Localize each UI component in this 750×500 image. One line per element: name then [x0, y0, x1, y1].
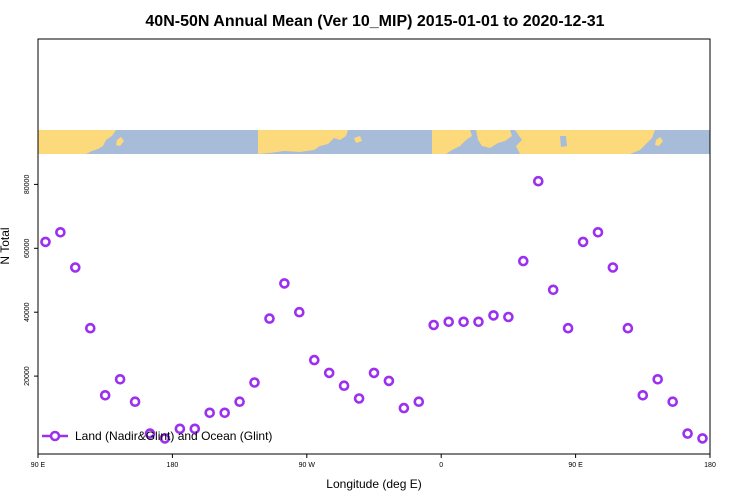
chart-title: 40N-50N Annual Mean (Ver 10_MIP) 2015-01…: [145, 13, 604, 30]
data-point: [667, 396, 679, 408]
data-point: [279, 278, 290, 289]
data-point: [622, 322, 634, 334]
x-tick-label: 0: [439, 462, 443, 469]
data-point: [293, 306, 305, 318]
data-point: [458, 316, 469, 328]
data-point: [547, 284, 559, 296]
map-band-land-central-asia: [515, 130, 655, 154]
x-tick-label: 180: [704, 462, 716, 469]
data-point: [473, 316, 484, 328]
data-point: [697, 433, 708, 444]
data-point: [323, 367, 335, 379]
map-band-land-japan-right: [655, 137, 663, 146]
x-tick-label: 90 E: [31, 462, 46, 469]
data-point: [413, 396, 425, 408]
data-point: [443, 316, 455, 328]
data-point: [159, 433, 171, 444]
data-point: [577, 236, 589, 248]
data-point: [637, 389, 649, 401]
map-band-land-newfoundland: [354, 136, 362, 143]
map-band-land-north-america: [258, 130, 348, 154]
series-points: [40, 175, 708, 444]
y-axis-label: N Total: [0, 227, 12, 264]
data-point: [562, 322, 574, 334]
legend: Land (Nadir&Glint) and Ocean (Glint): [42, 429, 272, 443]
data-point: [174, 423, 186, 435]
data-point: [682, 428, 693, 439]
data-point: [219, 407, 230, 419]
data-point: [532, 175, 544, 187]
x-axis-label: Longitude (deg E): [326, 477, 421, 491]
data-point: [249, 377, 260, 388]
plot-frame: [37, 38, 711, 455]
data-point: [353, 393, 365, 404]
data-point: [308, 354, 320, 366]
legend-marker: [49, 430, 61, 442]
data-point: [55, 227, 66, 238]
x-tick-label: 90 E: [568, 462, 583, 469]
data-point: [488, 310, 499, 321]
data-point: [189, 423, 201, 435]
data-point: [114, 373, 126, 385]
map-band: [38, 130, 710, 154]
x-tick-label: 90 W: [299, 462, 316, 469]
y-tick-label: 40000: [24, 302, 31, 322]
data-point: [607, 262, 619, 273]
data-point: [383, 375, 395, 387]
data-point: [592, 227, 604, 238]
y-axis: 20000 40000 60000 80000: [24, 175, 38, 386]
x-axis: 90 E 180 90 W 0 90 E 180: [31, 454, 716, 469]
map-band-land-asia-east: [38, 130, 116, 154]
data-point: [503, 311, 514, 323]
data-point: [85, 322, 96, 334]
data-point: [70, 262, 81, 273]
data-point: [234, 396, 245, 408]
y-tick-label: 60000: [24, 238, 31, 258]
data-point: [517, 255, 529, 267]
data-point: [428, 319, 440, 331]
x-tick-label: 180: [167, 462, 179, 469]
map-band-land-eurasia: [432, 130, 472, 154]
y-tick-label: 20000: [24, 366, 31, 386]
map-band-land-japan: [116, 137, 124, 146]
data-point: [40, 236, 51, 248]
data-point: [264, 313, 275, 324]
y-tick-label: 80000: [24, 175, 31, 195]
data-point: [204, 407, 215, 419]
data-point: [338, 380, 350, 392]
data-point: [129, 396, 141, 408]
data-point: [398, 402, 410, 414]
map-band-land-europe: [476, 130, 512, 148]
legend-label: Land (Nadir&Glint) and Ocean (Glint): [75, 429, 272, 443]
map-band-ocean-caspian: [560, 136, 567, 147]
data-point: [144, 428, 156, 439]
data-point: [368, 367, 380, 379]
data-point: [99, 389, 111, 401]
data-point: [652, 373, 664, 385]
